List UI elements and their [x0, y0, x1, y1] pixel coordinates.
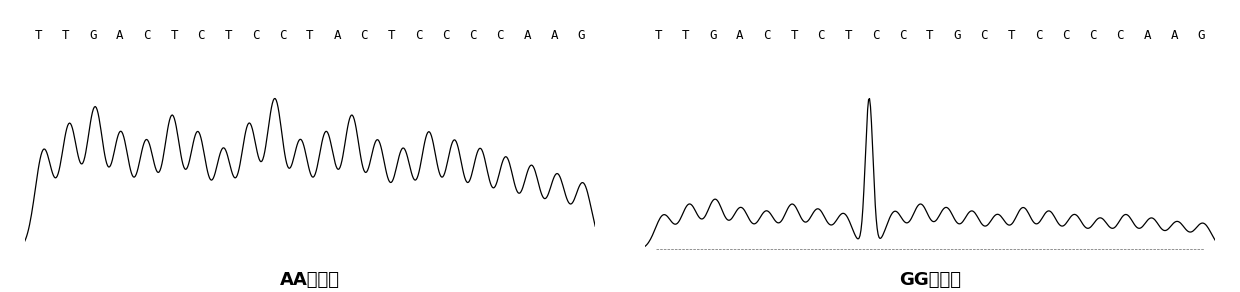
Text: A: A [551, 29, 558, 41]
Text: C: C [441, 29, 450, 41]
Text: T: T [682, 29, 689, 41]
Text: C: C [872, 29, 879, 41]
Text: C: C [496, 29, 503, 41]
Text: T: T [655, 29, 662, 41]
Text: T: T [844, 29, 852, 41]
Text: C: C [817, 29, 825, 41]
Text: A: A [737, 29, 744, 41]
Text: C: C [415, 29, 423, 41]
Text: G: G [709, 29, 717, 41]
Text: C: C [197, 29, 205, 41]
Text: T: T [170, 29, 179, 41]
Text: AA基因型: AA基因型 [280, 271, 340, 289]
Text: G: G [578, 29, 585, 41]
Text: C: C [764, 29, 771, 41]
Text: GG基因型: GG基因型 [899, 271, 961, 289]
Text: C: C [981, 29, 988, 41]
Text: T: T [1008, 29, 1016, 41]
Text: C: C [361, 29, 368, 41]
Text: A: A [1143, 29, 1151, 41]
Text: T: T [62, 29, 69, 41]
Text: G: G [1198, 29, 1205, 41]
Text: T: T [790, 29, 799, 41]
Text: T: T [926, 29, 934, 41]
Text: C: C [252, 29, 259, 41]
Text: T: T [35, 29, 42, 41]
Text: G: G [954, 29, 961, 41]
Text: T: T [224, 29, 232, 41]
Text: A: A [334, 29, 341, 41]
Text: C: C [469, 29, 476, 41]
Text: C: C [144, 29, 151, 41]
Text: A: A [117, 29, 124, 41]
Text: T: T [306, 29, 314, 41]
Text: C: C [279, 29, 286, 41]
Text: A: A [1171, 29, 1178, 41]
Text: C: C [1061, 29, 1070, 41]
Text: C: C [1116, 29, 1123, 41]
Text: C: C [899, 29, 906, 41]
Text: G: G [89, 29, 97, 41]
Text: C: C [1089, 29, 1096, 41]
Text: A: A [523, 29, 531, 41]
Text: C: C [1035, 29, 1043, 41]
Text: T: T [388, 29, 396, 41]
